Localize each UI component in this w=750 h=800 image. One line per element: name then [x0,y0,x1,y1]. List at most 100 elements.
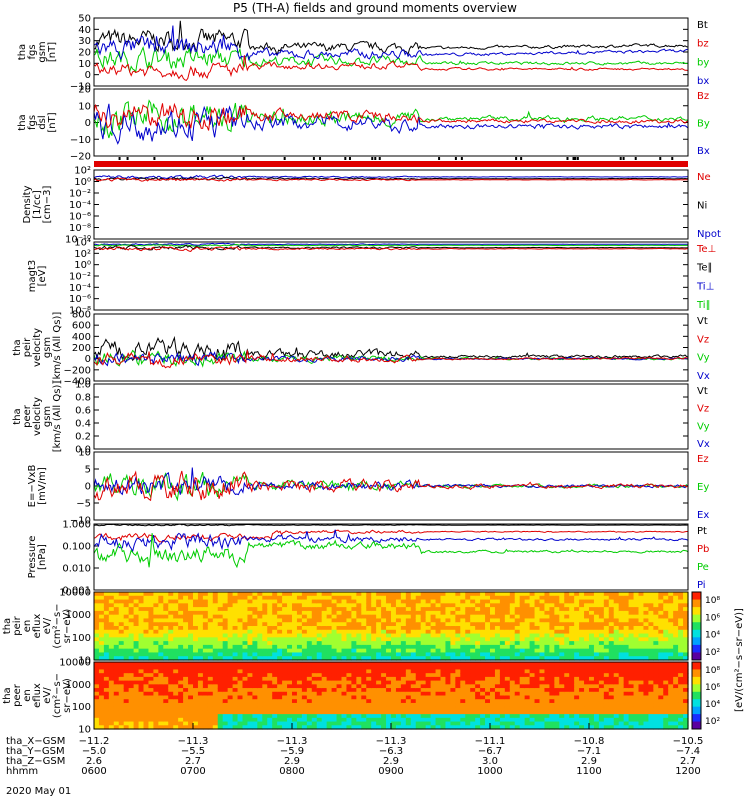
spectrogram-cell [292,695,298,700]
spectrogram-cell [188,695,194,700]
spectrogram-cell [366,633,372,638]
spectrogram-cell [425,669,432,674]
spectrogram-cell [306,699,313,704]
spectrogram-cell [410,610,417,616]
spectrogram-cell [544,648,550,654]
spectrogram-cell [371,633,377,638]
spectrogram-cell [574,607,580,612]
spectrogram-cell [193,717,199,723]
spectrogram-cell [183,688,189,693]
spectrogram-cell [400,637,407,642]
spectrogram-cell [445,706,451,711]
spectrogram-cell [222,626,229,631]
spectrogram-cell [331,610,338,616]
spectrogram-cell [509,706,516,711]
spectrogram-cell [148,633,154,638]
spectrogram-cell [366,656,372,661]
spectrogram-cell [321,652,328,657]
spectrogram-cell [653,656,659,661]
spectrogram-cell [529,680,536,685]
spectrogram-cell [683,665,689,671]
spectrogram-cell [490,644,496,650]
spectrogram-cell [673,702,679,708]
spectrogram-cell [579,680,585,685]
spectrogram-cell [118,673,125,678]
legend-blue: bx [697,76,709,87]
spectrogram-cell [311,688,318,693]
spectrogram-cell [346,684,352,689]
spectrogram-cell [306,691,313,697]
spectrogram-cell [173,688,179,693]
spectrogram-cell [386,599,392,604]
spectrogram-cell [207,721,214,726]
spectrogram-cell [366,680,372,685]
spectrogram-cell [163,610,169,616]
spectrogram-cell [128,721,135,726]
spectrogram-cell [321,702,328,708]
spectrogram-cell [232,614,239,620]
spectrogram-cell [623,721,630,726]
spectrogram-cell [618,721,625,726]
spectrogram-cell [212,665,219,671]
spectrogram-cell [113,592,120,597]
spectrogram-cell [405,618,412,623]
spectrogram-cell [514,702,521,708]
spectrogram-cell [346,688,352,693]
spectrogram-cell [242,644,249,650]
spectrogram-cell [653,603,659,608]
spectrogram-cell [94,610,100,616]
spectrogram-cell [549,652,555,657]
series-Bx [93,103,689,145]
spectrogram-cell [351,688,357,693]
spectrogram-cell [346,662,352,667]
spectrogram-cell [658,717,664,723]
spectrogram-cell [490,633,496,638]
spectrogram-cell [138,618,145,623]
spectrogram-cell [138,710,145,715]
spectrogram-cell [306,618,313,623]
spectrogram-cell [98,702,105,708]
spectrogram-cell [554,633,560,638]
spectrogram-cell [158,725,164,730]
spectrogram-cell [554,721,560,726]
spectrogram-cell [108,684,115,689]
spectrogram-cell [212,691,219,697]
spectrogram-cell [128,644,135,650]
spectrogram-cell [381,725,387,730]
spectrogram-cell [272,652,278,657]
spectrogram-cell [197,644,204,650]
spectrogram-cell [188,648,194,654]
spectrogram-cell [465,706,471,711]
spectrogram-cell [341,706,348,711]
spectrogram-cell [475,688,481,693]
spectrogram-cell [603,626,610,631]
spectrogram-cell [277,702,283,708]
spectrogram-cell [549,676,555,682]
spectrogram-cell [519,648,526,654]
spectrogram-cell [237,607,244,612]
spectrogram-cell [494,725,501,730]
spectrogram-cell [336,721,343,726]
spectrogram-cell [282,695,288,700]
spectrogram-cell [222,673,229,678]
spectrogram-cell [346,622,352,627]
spectrogram-cell [98,673,105,678]
spectrogram-cell [559,610,565,616]
spectrogram-cell [559,706,565,711]
spectrogram-cell [490,603,496,608]
spectrogram-cell [524,710,531,715]
spectrogram-cell [569,599,575,604]
spectrogram-cell [623,592,630,597]
spectrogram-cell [633,676,640,682]
spectrogram-cell [628,710,635,715]
spectrogram-cell [252,622,258,627]
spectrogram-cell [608,688,615,693]
spectrogram-cell [232,592,239,597]
spectrogram-cell [549,673,555,678]
spectrogram-cell [128,656,135,661]
spectrogram-cell [673,725,679,730]
spectrogram-cell [658,662,664,667]
spectrogram-cell [212,706,219,711]
spectrogram-cell [450,614,456,620]
spectrogram-cell [529,622,536,627]
